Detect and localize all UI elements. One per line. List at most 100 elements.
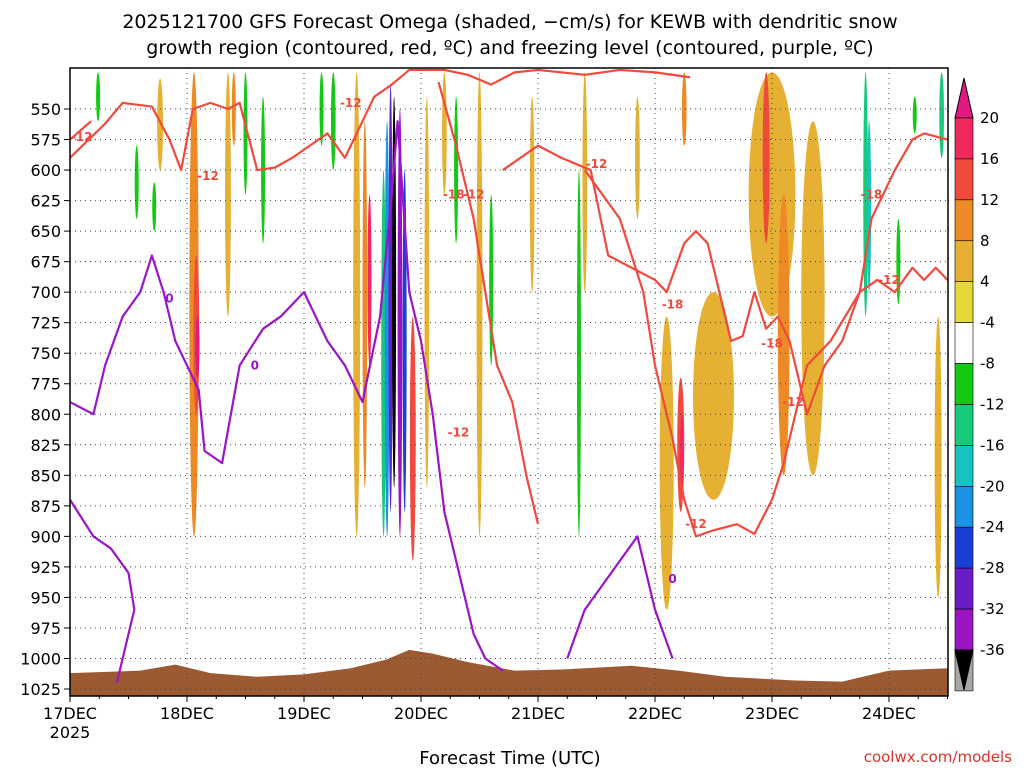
omega-streak-11 [319,72,324,146]
colorbar-label-10: -24 [980,518,1005,536]
dgz-label-0: -12 [71,130,93,144]
colorbar-bottom-arrow [954,649,974,691]
omega-streak-12 [330,72,336,171]
colorbar-swatch-0 [954,117,974,160]
omega-streak-45 [939,72,944,158]
omega-streak-38 [762,72,770,244]
omega-streak-13 [353,72,361,537]
x-axis-label: Forecast Time (UTC) [419,748,600,768]
colorbar-label-11: -28 [980,559,1005,577]
y-tick-label-825: 825 [30,436,61,455]
dgz-contour-low [583,169,948,538]
y-tick-label-1000: 1000 [20,649,61,668]
x-axis: 17DEC 18DEC 19DEC 20DEC 21DEC 22DEC 23DEC 24DEC [43,696,948,723]
y-tick-label-725: 725 [30,314,61,333]
y-tick-label-550: 550 [30,100,61,119]
omega-streak-20 [397,109,403,537]
x-tick-label-21DEC: 21DEC [511,704,565,723]
freezing-level-contour-low2 [566,535,674,659]
y-tick-label-800: 800 [30,405,61,424]
colorbar-swatch-7 [954,404,974,446]
dgz-label-3: -18 [443,187,465,201]
omega-streak-30 [582,72,588,293]
omega-streak-0 [96,72,101,122]
dgz-label-7: -18 [761,336,783,350]
colorbar-swatch-4 [954,281,974,323]
dgz-contour-ring [502,132,948,416]
omega-streak-9 [243,72,248,195]
freezing-label-2: 0 [668,572,676,586]
colorbar-label-3: 8 [980,232,990,250]
x-tick-label-19DEC: 19DEC [277,704,331,723]
colorbar-swatch-10 [954,526,974,569]
colorbar-top-arrow [954,77,974,119]
x-tick-label-23DEC: 23DEC [745,704,799,723]
dgz-label-11: -12 [448,426,470,440]
omega-streak-34 [679,414,684,488]
omega-shading [96,72,944,610]
colorbar-label-13: -36 [980,641,1005,659]
colorbar-swatch-6 [954,363,974,405]
colorbar-swatch-9 [954,486,974,528]
y-tick-label-775: 775 [30,375,61,394]
omega-streak-29 [576,170,581,537]
colorbar-label-7: -12 [980,395,1005,413]
terrain-fill [70,649,948,696]
omega-streak-35 [681,72,687,146]
omega-streak-3 [152,182,157,232]
dgz-label-2: -12 [340,96,362,110]
omega-streak-44 [912,96,917,134]
contour-lines [70,68,948,684]
x-tick-label-17DEC: 17DEC [43,704,97,723]
terrain-area [70,649,948,696]
omega-streak-43 [896,218,901,305]
colorbar-label-0: 20 [980,109,999,127]
y-tick-label-700: 700 [30,283,61,302]
freezing-level-contour [70,120,504,672]
colorbar-label-1: 16 [980,150,999,168]
x-tick-label-22DEC: 22DEC [628,704,682,723]
colorbar-swatch-5 [954,322,974,364]
y-tick-label-750: 750 [30,344,61,363]
y-axis: 550 575 600 625 650 675 700 725 750 775 800 825 850 8… [20,100,70,699]
omega-streak-32 [659,316,674,610]
y-tick-label-625: 625 [30,192,61,211]
omega-streak-18 [388,84,393,512]
dgz-label-5: -12 [586,157,608,171]
omega-streak-31 [635,96,640,219]
freezing-label-1: 0 [251,358,259,372]
dgz-contour-upper [70,68,691,172]
omega-streak-28 [529,96,535,293]
y-tick-label-675: 675 [30,253,61,272]
y-tick-label-875: 875 [30,497,61,516]
omega-streak-42 [867,121,872,293]
dgz-label-9: -12 [878,273,900,287]
chart-title-line1: 2025121700 GFS Forecast Omega (shaded, −… [122,11,897,33]
omega-streak-7 [225,72,231,317]
dgz-contour-left [70,120,92,141]
contour-labels: -12-12-12-18-12-12-18-18-12-12-18-12-120… [71,96,900,586]
y-tick-label-975: 975 [30,619,61,638]
chart-title-line2: growth region (contoured, red, ºC) and f… [146,37,873,59]
y-tick-label-650: 650 [30,222,61,241]
omega-streak-46 [934,316,942,598]
x-tick-label-24DEC: 24DEC [862,704,916,723]
omega-streak-6 [195,316,200,378]
colorbar-swatch-12 [954,608,974,651]
colorbar-label-4: 4 [980,273,990,291]
y-tick-label-900: 900 [30,527,61,546]
dgz-label-6: -18 [662,297,684,311]
dgz-label-8: -12 [782,395,804,409]
colorbar-swatch-3 [954,240,974,282]
dgz-contour-right [437,81,540,525]
y-tick-label-850: 850 [30,466,61,485]
freezing-level-contour-low [70,499,136,684]
y-tick-label-950: 950 [30,588,61,607]
colorbar-label-6: -8 [980,355,995,373]
dgz-label-4: -12 [463,187,485,201]
y-tick-label-1025: 1025 [20,680,61,699]
colorbar: 20 16 12 8 4 -4 -8 -12 -16 -20 -24 -28 -32 -36 [954,77,1005,692]
x-tick-label-18DEC: 18DEC [160,704,214,723]
colorbar-label-5: -4 [980,314,995,332]
